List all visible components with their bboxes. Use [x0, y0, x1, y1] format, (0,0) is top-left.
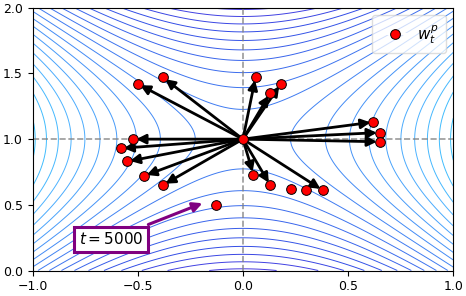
Text: $t = 5000$: $t = 5000$ — [79, 204, 199, 247]
Legend: $w_t^p$: $w_t^p$ — [372, 15, 445, 53]
